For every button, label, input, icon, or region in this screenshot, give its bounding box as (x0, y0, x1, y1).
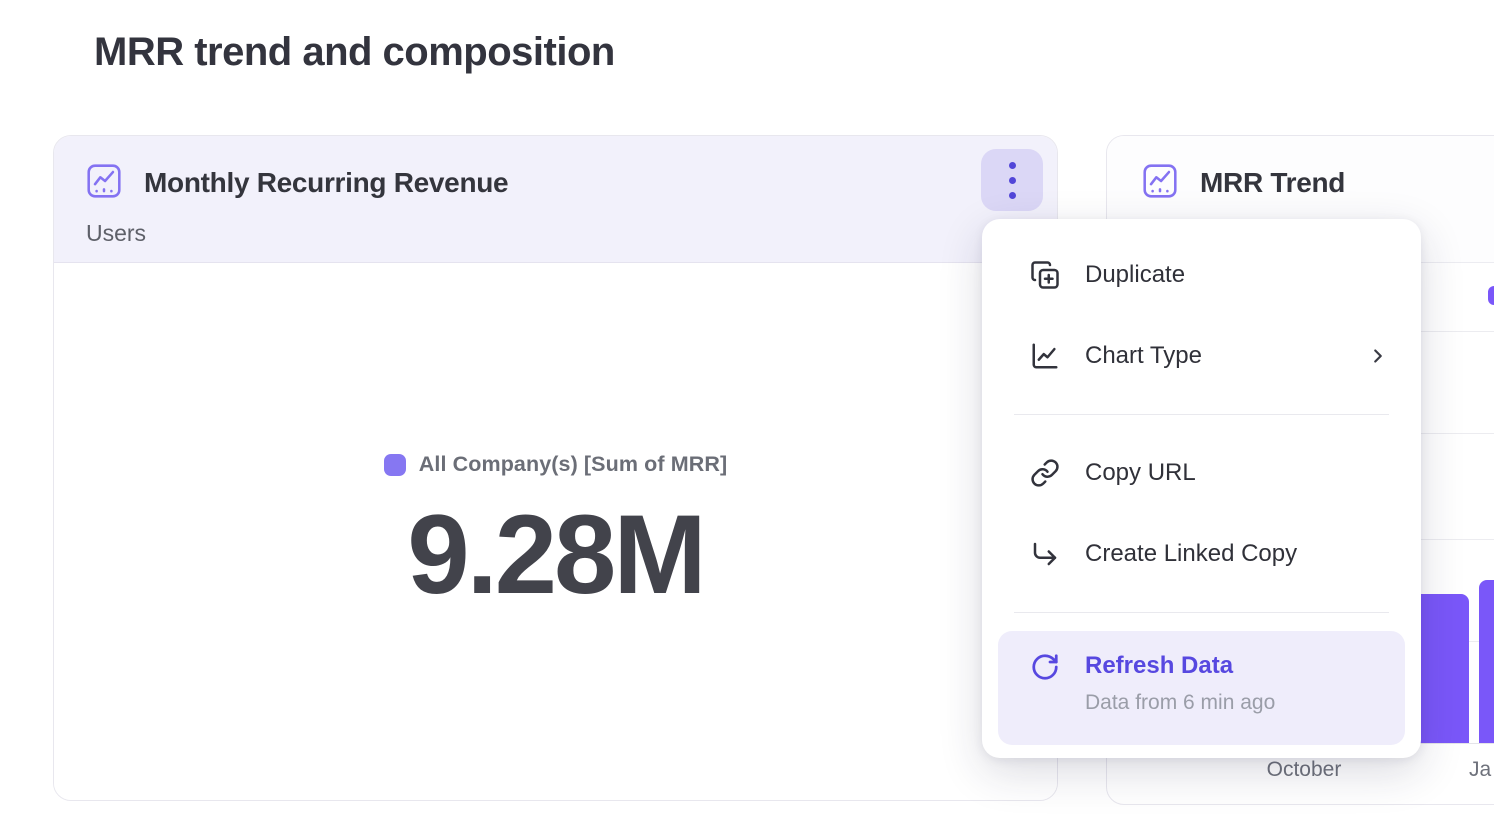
linked-copy-icon (1030, 539, 1060, 569)
chart-widget-icon (1141, 162, 1179, 200)
chart-type-icon (1030, 341, 1060, 371)
mrr-value: 9.28M (407, 492, 706, 617)
kebab-dot (1008, 161, 1016, 169)
chart-widget-icon (85, 162, 123, 200)
x-tick-label: Ja (1469, 758, 1492, 781)
mrr-widget-header: Monthly Recurring Revenue Users (54, 136, 1057, 263)
legend-label: All Company(s) [Sum of MRR] (418, 452, 728, 476)
menu-item-chart-type[interactable]: Chart Type (998, 324, 1405, 388)
menu-item-duplicate[interactable]: Duplicate (998, 243, 1405, 307)
widget-context-menu: Duplicate Chart Type Copy URL (982, 219, 1421, 758)
widget-kebab-menu-button[interactable] (981, 149, 1043, 211)
menu-item-label: Create Linked Copy (1085, 540, 1298, 567)
kebab-dot (1008, 176, 1016, 184)
legend-swatch (1488, 286, 1494, 305)
menu-divider (1014, 414, 1389, 415)
widget-title: Monthly Recurring Revenue (144, 167, 509, 198)
menu-item-refresh-data[interactable]: Refresh Data Data from 6 min ago (998, 631, 1405, 745)
refresh-last-updated: Data from 6 min ago (1085, 691, 1276, 714)
menu-item-copy-url[interactable]: Copy URL (998, 441, 1405, 505)
menu-item-create-linked-copy[interactable]: Create Linked Copy (998, 522, 1405, 586)
page-title: MRR trend and composition (94, 30, 615, 74)
menu-item-label: Duplicate (1085, 261, 1186, 288)
refresh-label: Refresh Data (1085, 652, 1234, 679)
refresh-icon (1030, 652, 1060, 682)
mrr-number-display: All Company(s) [Sum of MRR] 9.28M (54, 263, 1057, 800)
menu-item-label: Copy URL (1085, 459, 1196, 486)
kebab-dot (1008, 191, 1016, 199)
widget-title: MRR Trend (1200, 167, 1346, 198)
chevron-right-icon (1367, 345, 1389, 367)
link-icon (1030, 458, 1060, 488)
duplicate-icon (1030, 260, 1060, 290)
mrr-legend: All Company(s) [Sum of MRR] (383, 452, 728, 477)
legend-swatch (383, 453, 406, 476)
mrr-widget-card: Monthly Recurring Revenue Users All Comp… (53, 135, 1058, 801)
menu-item-label: Chart Type (1085, 342, 1202, 369)
x-tick-label: October (1266, 758, 1342, 781)
widget-subtitle: Users (86, 220, 147, 246)
bar[interactable] (1479, 580, 1494, 743)
menu-divider (1014, 612, 1389, 613)
